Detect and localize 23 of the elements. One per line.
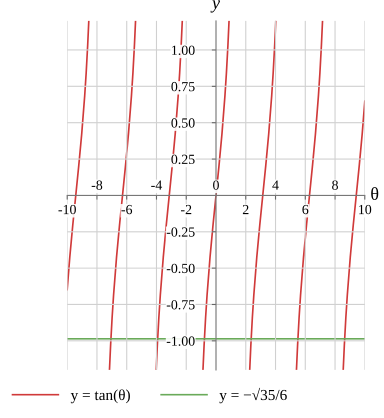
- y-tick-label: -0.75: [166, 300, 195, 310]
- x2-tick-label: 4: [272, 180, 279, 190]
- x-tick-label: 6: [302, 204, 308, 214]
- y-tick-label: -0.50: [166, 264, 195, 274]
- legend-label: y = tan(θ): [70, 389, 130, 404]
- y-tick-label: 1.00: [172, 46, 195, 55]
- x2-tick-label: 8: [332, 180, 338, 190]
- x2-tick-label: -8: [92, 180, 102, 190]
- y-axis-title: y: [210, 0, 220, 13]
- legend-label: y = −√35/6: [219, 388, 287, 404]
- x-tick-label: 2: [242, 204, 248, 214]
- x-tick-label: -10: [58, 204, 76, 214]
- x2-tick-label: -4: [151, 180, 162, 190]
- y-tick-label: 0.25: [171, 154, 195, 164]
- x-axis-title: θ: [371, 187, 378, 200]
- y-tick-label: 0.75: [171, 82, 195, 92]
- x-tick-label: -2: [180, 204, 192, 214]
- x-tick-label: 10: [359, 204, 372, 214]
- y-tick-label: -0.25: [166, 227, 195, 237]
- y-tick-label: 0.50: [171, 118, 195, 128]
- x2-tick-label: 0: [213, 180, 219, 190]
- y-tick-label: -1.00: [166, 336, 195, 346]
- x-tick-label: -6: [121, 204, 132, 214]
